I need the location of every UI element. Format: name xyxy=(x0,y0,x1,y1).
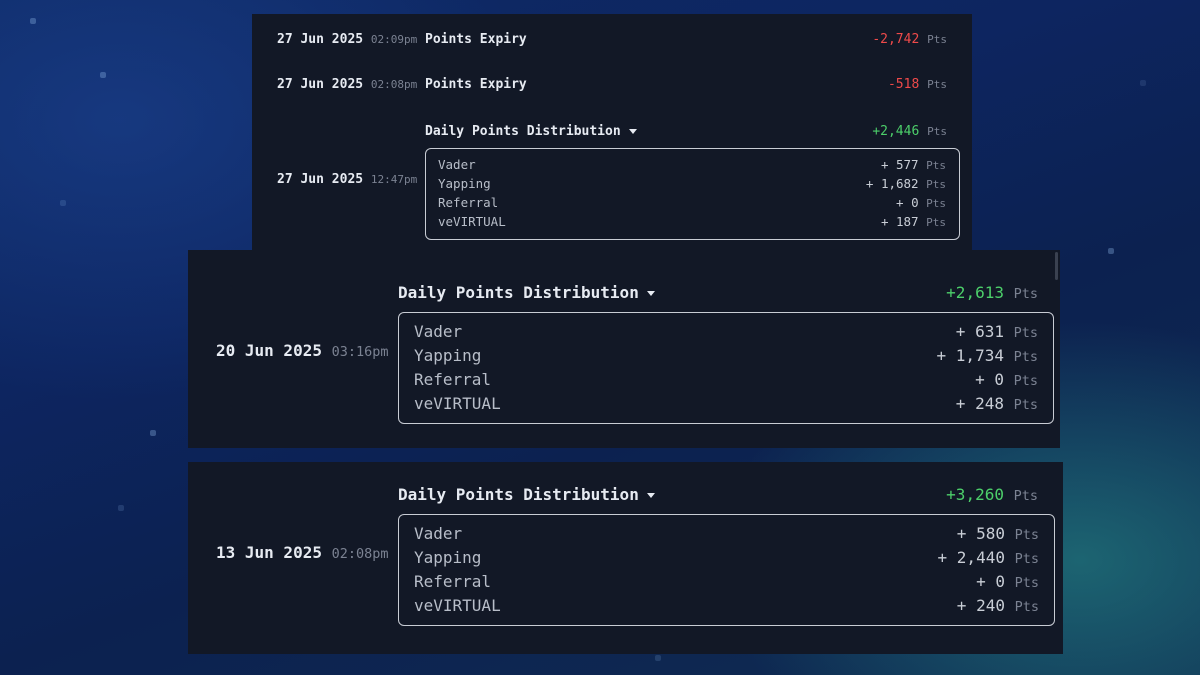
entry-date: 27 Jun 2025 02:09pm xyxy=(277,32,418,47)
entry-title: Points Expiry xyxy=(425,32,527,47)
breakdown-label: Vader xyxy=(414,524,463,543)
chevron-down-icon xyxy=(646,291,655,296)
breakdown-value: + 187 Pts xyxy=(880,214,946,229)
breakdown-label: veVIRTUAL xyxy=(414,394,501,413)
breakdown-value: + 0 Pts xyxy=(975,370,1038,389)
entry-date: 27 Jun 2025 12:47pm xyxy=(277,172,418,187)
entry-amount: -518 Pts xyxy=(887,77,947,92)
breakdown-value: + 580 Pts xyxy=(956,524,1039,543)
distribution-toggle[interactable]: Daily Points Distribution xyxy=(398,485,655,504)
breakdown-label: Vader xyxy=(438,157,476,172)
breakdown-label: Vader xyxy=(414,322,463,341)
breakdown-value: + 1,734 Pts xyxy=(936,346,1038,365)
breakdown-value: + 2,440 Pts xyxy=(937,548,1039,567)
chevron-down-icon xyxy=(646,493,655,498)
breakdown-box: Vader + 577 Pts Yapping + 1,682 Pts Refe… xyxy=(425,148,960,240)
breakdown-label: veVIRTUAL xyxy=(414,596,501,615)
points-history-panel-1: 27 Jun 2025 02:09pm Points Expiry -2,742… xyxy=(252,14,972,250)
breakdown-value: + 577 Pts xyxy=(880,157,946,172)
breakdown-label: Referral xyxy=(414,370,492,389)
breakdown-label: Yapping xyxy=(414,346,482,365)
entry-amount: +3,260 Pts xyxy=(946,485,1038,504)
entry-date: 20 Jun 2025 03:16pm xyxy=(216,341,389,360)
breakdown-label: Yapping xyxy=(438,176,491,191)
entry-date: 27 Jun 2025 02:08pm xyxy=(277,77,418,92)
breakdown-label: Referral xyxy=(438,195,499,210)
distribution-toggle[interactable]: Daily Points Distribution xyxy=(398,283,655,302)
breakdown-box: Vader + 580 Pts Yapping + 2,440 Pts Refe… xyxy=(398,514,1055,626)
breakdown-box: Vader + 631 Pts Yapping + 1,734 Pts Refe… xyxy=(398,312,1054,424)
entry-amount: -2,742 Pts xyxy=(872,32,947,47)
entry-amount: +2,446 Pts xyxy=(872,124,947,139)
breakdown-value: + 631 Pts xyxy=(955,322,1038,341)
breakdown-value: + 0 Pts xyxy=(976,572,1039,591)
breakdown-value: + 248 Pts xyxy=(955,394,1038,413)
breakdown-value: + 1,682 Pts xyxy=(865,176,946,191)
chevron-down-icon xyxy=(628,129,637,134)
breakdown-value: + 240 Pts xyxy=(956,596,1039,615)
points-history-panel-3: Daily Points Distribution +3,260 Pts 13 … xyxy=(188,462,1063,654)
entry-amount: +2,613 Pts xyxy=(946,283,1038,302)
entry-date: 13 Jun 2025 02:08pm xyxy=(216,543,389,562)
breakdown-label: veVIRTUAL xyxy=(438,214,506,229)
breakdown-value: + 0 Pts xyxy=(896,195,946,210)
breakdown-label: Yapping xyxy=(414,548,482,567)
points-history-panel-2: Daily Points Distribution +2,613 Pts 20 … xyxy=(188,250,1060,448)
distribution-toggle[interactable]: Daily Points Distribution xyxy=(425,124,637,139)
scrollbar[interactable] xyxy=(1055,252,1058,280)
breakdown-label: Referral xyxy=(414,572,492,591)
entry-title: Points Expiry xyxy=(425,77,527,92)
